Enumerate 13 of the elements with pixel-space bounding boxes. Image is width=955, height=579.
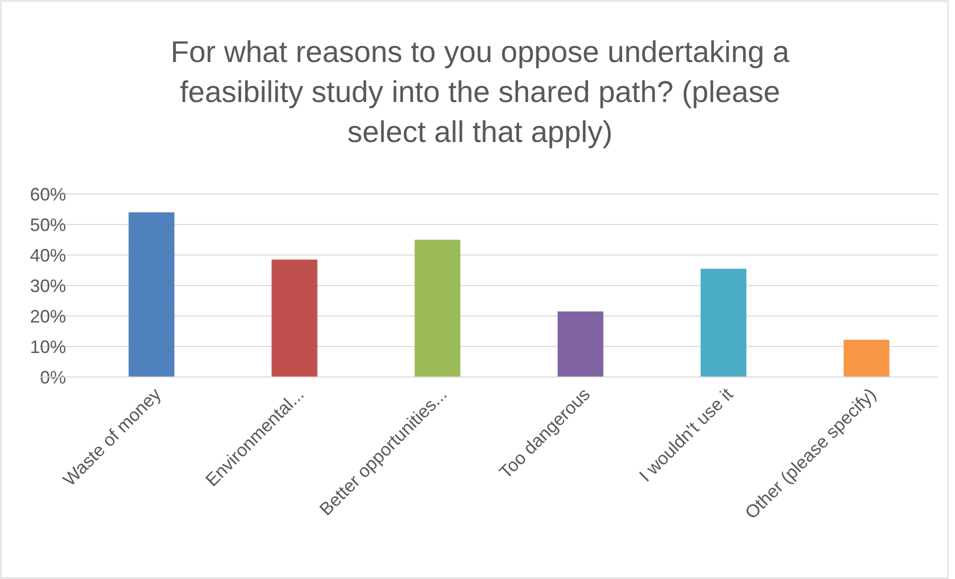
- bar: [700, 268, 746, 377]
- y-tick-label: 10%: [30, 336, 66, 357]
- bar: [128, 212, 174, 377]
- y-tick-label: 60%: [30, 184, 66, 204]
- y-tick-label: 40%: [30, 245, 66, 266]
- bar: [272, 260, 318, 377]
- bar: [558, 311, 604, 377]
- y-tick-label: 20%: [30, 306, 66, 326]
- bar: [844, 340, 890, 377]
- chart-title: For what reasons to you oppose undertaking a feasibility study into the shared path? (please select all that apply): [170, 36, 790, 149]
- y-tick-label: 30%: [30, 276, 66, 296]
- bar: [414, 240, 460, 377]
- y-tick-label: 50%: [30, 214, 66, 235]
